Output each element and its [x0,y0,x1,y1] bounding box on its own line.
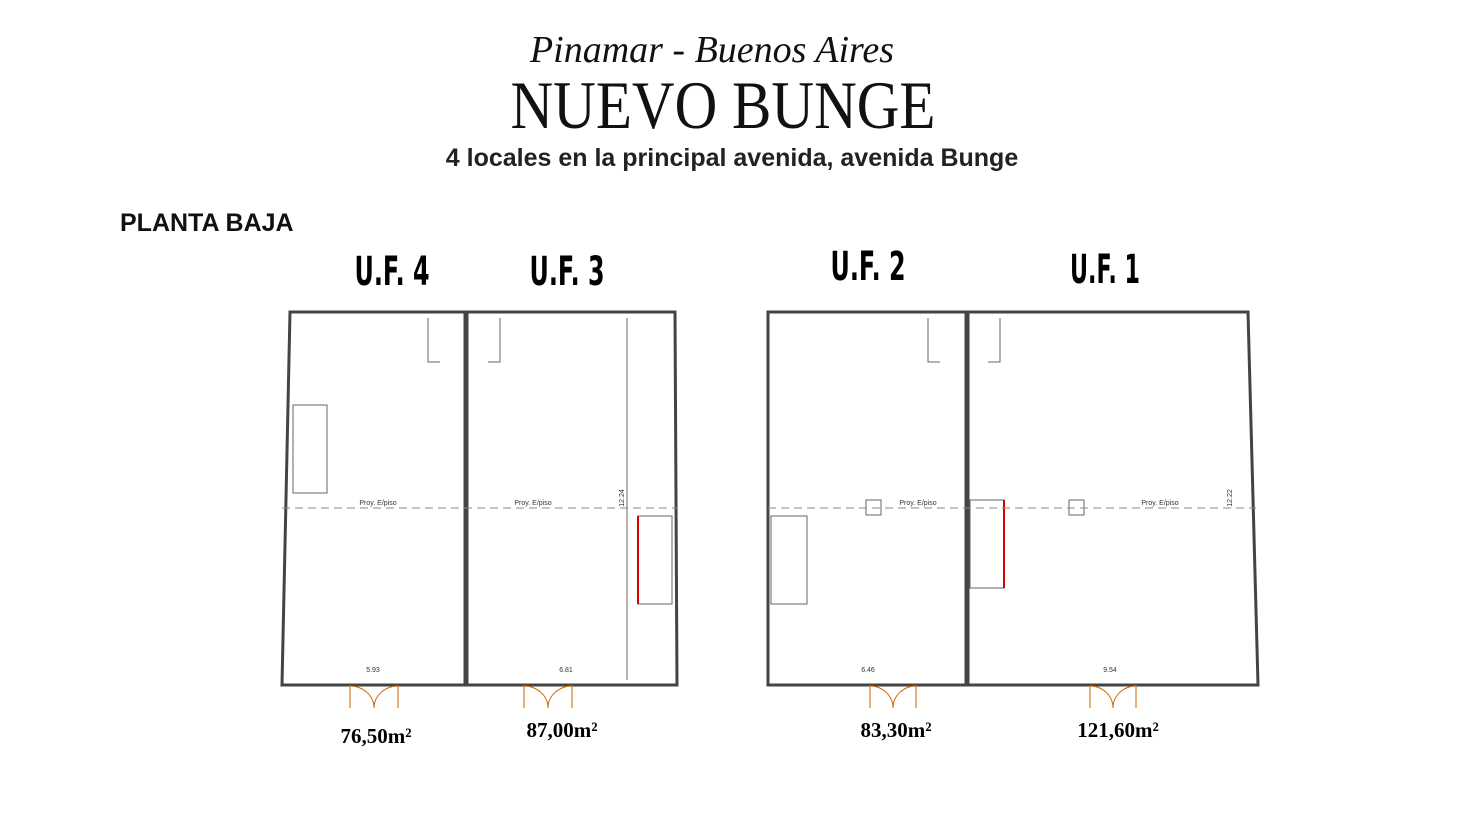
width: 5.93 [366,667,380,674]
unit-area [966,310,1260,687]
unit-area-text: 121,60m² [1077,718,1159,742]
unit-area [280,310,467,687]
details [282,507,1256,709]
stairs [292,404,328,494]
wall-detail [988,318,1001,363]
stairs [770,515,808,605]
stairs [637,515,673,605]
unit-area-text: 76,50m² [340,724,411,748]
width: 6.81 [559,667,573,674]
width: 9.54 [1103,667,1117,674]
subtitle: 4 locales en la principal avenida, aveni… [446,144,1019,172]
floor-label: PLANTA BAJA [120,209,294,237]
unit-label: U.F. 1 [1070,247,1140,293]
note: Proy. E/piso [899,500,936,507]
location: Pinamar - Buenos Aires [529,29,894,71]
unit-1: U.F. 1 Proy. E/piso 9.54 12.22 121,60m² [966,247,1260,742]
door [523,685,573,709]
wall-detail [427,318,440,363]
width: 6.46 [861,667,875,674]
door [1089,685,1137,709]
note: Proy. E/piso [514,500,551,507]
unit-area [465,310,679,687]
depth: 12.24 [619,489,626,507]
unit-area-text: 87,00m² [526,718,597,742]
wall-detail [488,318,501,363]
note: Proy. E/piso [1141,500,1178,507]
unit-2: U.F. 2 Proy. E/piso 6.46 83,30m² [766,244,968,742]
unit-3: U.F. 3 Proy. E/piso 6.81 12.24 87,00m² [465,249,679,742]
unit-label: U.F. 4 [355,249,430,295]
note: Proy. E/piso [359,500,396,507]
depth: 12.22 [1227,489,1234,507]
stairs [969,499,1005,589]
unit-area [766,310,968,687]
unit-area-text: 83,30m² [860,718,931,742]
unit-label: U.F. 3 [530,249,605,295]
unit-4: U.F. 4 Proy. E/piso 5.93 76,50m² [280,249,467,748]
door [349,685,399,709]
title: NUEVO BUNGE [511,67,936,143]
wall-detail [927,318,940,363]
door [869,685,917,709]
unit-label: U.F. 2 [831,244,906,290]
